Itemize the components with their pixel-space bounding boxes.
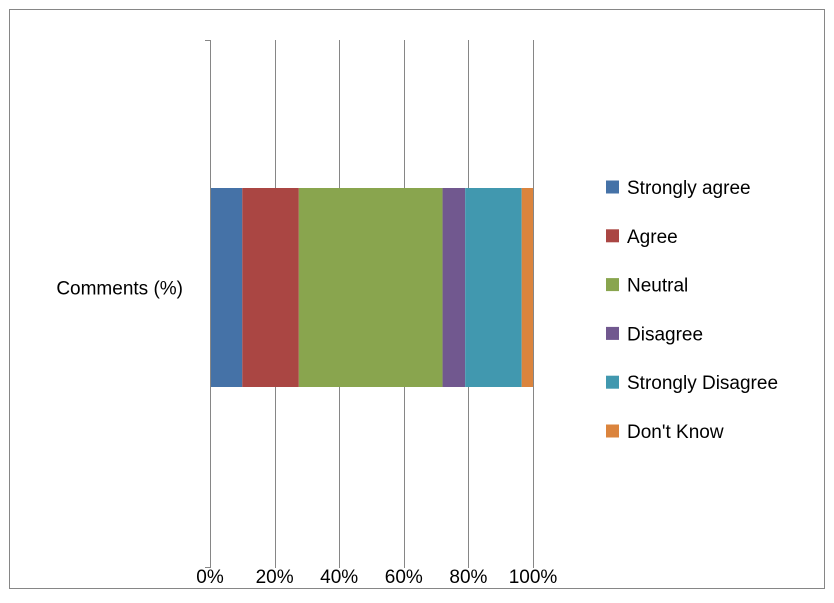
- legend-item: Strongly agree: [606, 178, 751, 199]
- bar-segment-strongly-agree: [210, 188, 243, 387]
- legend-item: Neutral: [606, 276, 688, 297]
- legend-swatch: [606, 326, 619, 340]
- x-tick-label: 20%: [256, 567, 294, 588]
- legend-item: Don't Know: [606, 422, 724, 443]
- bar-segment-strongly-disagree: [465, 188, 522, 387]
- bar-segment-disagree: [442, 188, 466, 387]
- x-tick-label: 40%: [320, 567, 358, 588]
- legend-swatch: [606, 375, 619, 389]
- x-tick-label: 0%: [196, 567, 224, 588]
- legend-swatch: [606, 229, 619, 243]
- category-label: Comments (%): [56, 279, 183, 300]
- legend-label: Neutral: [627, 276, 688, 297]
- legend-item: Agree: [606, 227, 678, 248]
- legend-label: Strongly agree: [627, 178, 751, 199]
- x-tick-label: 80%: [449, 567, 487, 588]
- bar-segment-neutral: [298, 188, 443, 387]
- legend-item: Strongly Disagree: [606, 373, 778, 394]
- legend-label: Don't Know: [627, 422, 724, 443]
- legend-item: Disagree: [606, 324, 703, 345]
- legend-swatch: [606, 424, 619, 438]
- legend-label: Disagree: [627, 324, 703, 345]
- legend-label: Strongly Disagree: [627, 373, 778, 394]
- legend-label: Agree: [627, 227, 678, 248]
- axes: Comments (%) 0% 20% 40% 60% 80% 100%: [56, 40, 557, 588]
- x-tick-label: 60%: [385, 567, 423, 588]
- legend: Strongly agree Agree Neutral Disagree Strong…: [606, 178, 778, 443]
- legend-swatch: [606, 180, 619, 194]
- bar-segment-don-t-know: [521, 188, 533, 387]
- bar-segments: [210, 188, 533, 387]
- legend-swatch: [606, 278, 619, 292]
- x-tick-label: 100%: [509, 567, 558, 588]
- bar-segment-agree: [242, 188, 299, 387]
